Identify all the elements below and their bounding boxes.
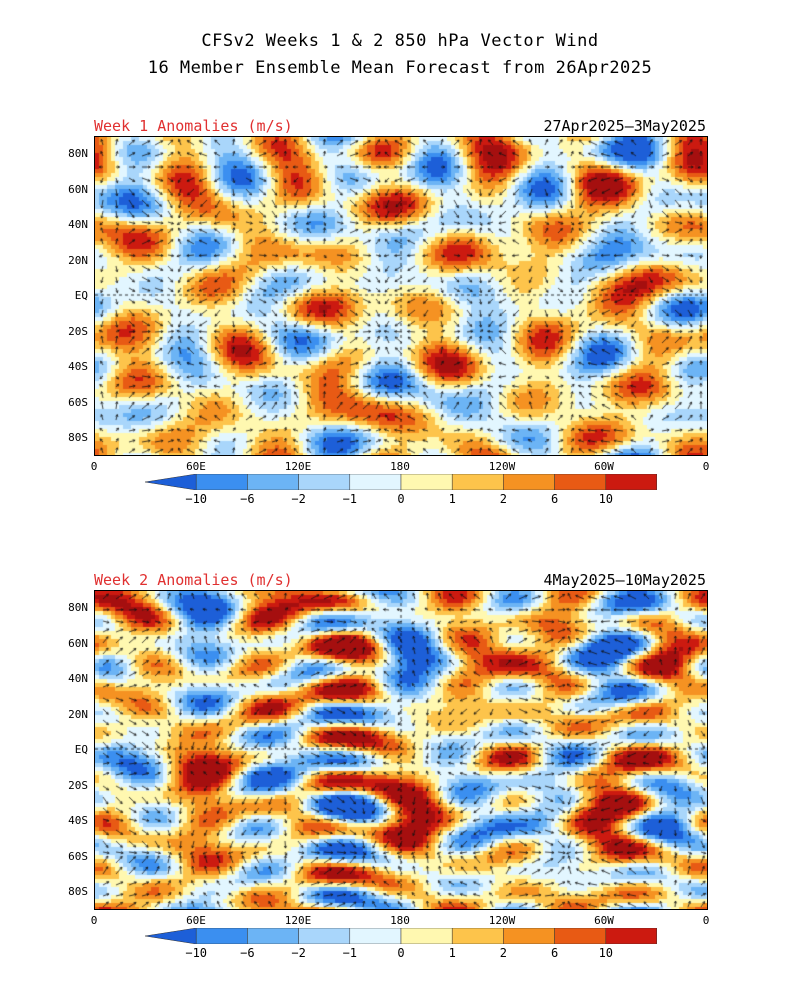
lat-tick-label: 60N: [68, 182, 88, 196]
colorbar-tick-label: 2: [499, 946, 507, 960]
lon-tick-label: 0: [90, 460, 98, 473]
lon-tick-label: 0: [90, 914, 98, 927]
colorbar-segment: [605, 927, 658, 945]
lon-tick-label: 120W: [488, 460, 516, 473]
panel-1-label: Week 1 Anomalies (m/s): [94, 117, 293, 135]
colorbar-segment: [451, 473, 504, 491]
colorbar-tick-label: −6: [240, 492, 255, 506]
colorbar-tick-label: 0: [397, 946, 405, 960]
colorbar-tick-label: −1: [342, 946, 358, 960]
lat-tick-label: 80N: [68, 601, 88, 614]
colorbar-segment: [451, 927, 504, 945]
colorbar-segment: [247, 473, 299, 491]
lat-tick-label: 80S: [68, 431, 88, 444]
lon-tick-label: 120E: [284, 914, 312, 927]
lat-tick-label: 40N: [68, 218, 88, 231]
lat-tick-label: 80S: [68, 885, 88, 898]
colorbar-tick-label: 10: [598, 492, 614, 506]
colorbar-segment: [400, 473, 453, 491]
colorbar-segment: [554, 473, 607, 491]
colorbar-1: −10 −6 −2 −1 0 1 2 6 10: [144, 473, 658, 506]
map-panel-2: [94, 590, 708, 910]
lon-tick-label: 0: [702, 460, 710, 473]
colorbar-segment: [503, 927, 555, 945]
colorbar-tick-label: 6: [550, 492, 559, 506]
title-line-1: CFSv2 Weeks 1 & 2 850 hPa Vector Wind: [201, 31, 599, 51]
lon-tick-label: 180: [390, 914, 410, 927]
lat-tick-label: EQ: [74, 743, 88, 756]
lat-tick-label: 40N: [68, 672, 88, 685]
colorbar-segment: [503, 473, 555, 491]
colorbar-segment: [144, 473, 197, 491]
colorbar-tick-label: 10: [598, 946, 614, 960]
colorbar-tick-label: −10: [185, 946, 208, 960]
colorbar-segment: [298, 927, 351, 945]
colorbar-segment: [349, 927, 402, 945]
colorbar-svg: [144, 927, 658, 945]
colorbar-tick-label: −6: [240, 946, 255, 960]
lon-tick-label: 120W: [488, 914, 516, 927]
title-line-2: 16 Member Ensemble Mean Forecast from 26…: [147, 58, 653, 78]
lon-tick-label: 180: [390, 460, 410, 473]
colorbar-tick-label: 2: [499, 492, 507, 506]
colorbar-svg: [144, 473, 658, 491]
lon-tick-label: 0: [702, 914, 710, 927]
colorbar-2: −10 −6 −2 −1 0 1 2 6 10: [144, 927, 658, 960]
colorbar-tick-label: −2: [291, 946, 306, 960]
lat-tick-label: 60S: [68, 395, 88, 409]
lat-tick-label: 20S: [68, 324, 88, 338]
lat-tick-label: 20N: [68, 253, 88, 267]
lon-tick-label: 60E: [186, 914, 206, 927]
lat-tick-label: 20N: [68, 707, 88, 721]
colorbar-tick-label: −2: [291, 492, 306, 506]
colorbar-tick-label: 1: [448, 492, 456, 506]
lat-tick-label: 60S: [68, 849, 88, 863]
colorbar-segment: [554, 927, 607, 945]
lat-tick-label: 40S: [68, 814, 88, 827]
lon-tick-label: 60E: [186, 460, 206, 473]
panel-2-dates: 4May2025—10May2025: [543, 571, 706, 589]
map-panel-1: [94, 136, 708, 456]
lon-tick-label: 60W: [594, 460, 614, 473]
colorbar-segment: [349, 473, 402, 491]
lon-tick-label: 60W: [594, 914, 614, 927]
colorbar-segment: [400, 927, 453, 945]
panel-1-dates: 27Apr2025—3May2025: [543, 117, 706, 135]
colorbar-tick-label: 6: [550, 946, 559, 960]
colorbar-segment: [298, 473, 351, 491]
colorbar-tick-label: −1: [342, 492, 358, 506]
colorbar-tick-label: 0: [397, 492, 405, 506]
colorbar-segment: [247, 927, 299, 945]
lat-tick-label: 80N: [68, 147, 88, 160]
lat-tick-label: 40S: [68, 360, 88, 373]
lat-tick-label: 20S: [68, 778, 88, 792]
lat-tick-label: EQ: [74, 289, 88, 302]
lat-tick-label: 60N: [68, 636, 88, 650]
lon-tick-label: 120E: [284, 460, 312, 473]
colorbar-tick-label: 1: [448, 946, 456, 960]
colorbar-segment: [195, 473, 248, 491]
panel-2-label: Week 2 Anomalies (m/s): [94, 571, 293, 589]
colorbar-segment: [144, 927, 197, 945]
colorbar-segment: [605, 473, 658, 491]
colorbar-tick-label: −10: [185, 492, 208, 506]
colorbar-segment: [195, 927, 248, 945]
